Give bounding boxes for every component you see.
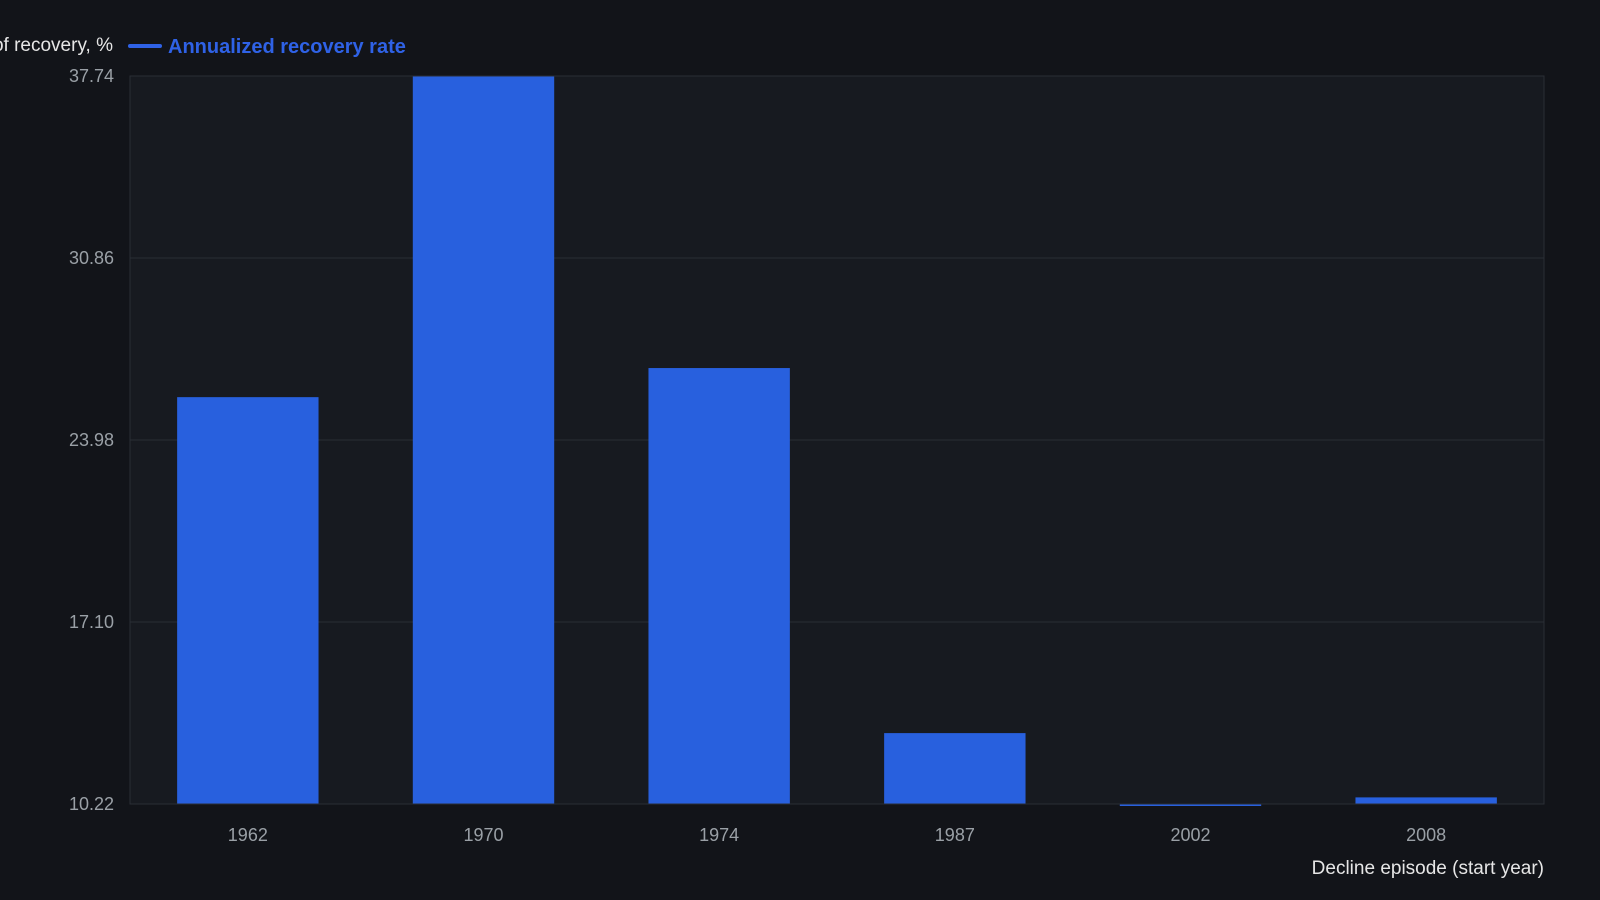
y-tick-label: 10.22	[69, 794, 114, 814]
y-tick-label: 30.86	[69, 248, 114, 268]
y-tick-label: 37.74	[69, 66, 114, 86]
x-tick-label: 1974	[699, 825, 739, 845]
bar-1987[interactable]	[884, 733, 1026, 804]
x-tick-label: 1962	[228, 825, 268, 845]
x-axis-title: Decline episode (start year)	[1312, 858, 1544, 879]
plot-frame	[129, 75, 1545, 805]
bar-1970[interactable]	[412, 76, 555, 804]
bars	[177, 76, 1497, 806]
x-tick-label: 2008	[1406, 825, 1446, 845]
bar-2008[interactable]	[1355, 797, 1497, 804]
x-tick-labels: 1962 1970 1974 1987 2002 2008	[228, 825, 1446, 845]
x-tick-label: 2002	[1170, 825, 1210, 845]
x-tick-label: 1970	[463, 825, 503, 845]
bar-1962[interactable]	[177, 397, 319, 804]
legend-label: Annualized recovery rate	[168, 36, 406, 58]
y-tick-label: 17.10	[69, 612, 114, 632]
y-axis-title: of recovery, %	[0, 35, 113, 56]
y-tick-label: 23.98	[69, 430, 114, 450]
bar-2002[interactable]	[1119, 804, 1262, 806]
y-tick-labels: 10.22 17.10 23.98 30.86 37.74	[69, 66, 114, 814]
x-tick-label: 1987	[935, 825, 975, 845]
bar-1974[interactable]	[648, 368, 790, 804]
